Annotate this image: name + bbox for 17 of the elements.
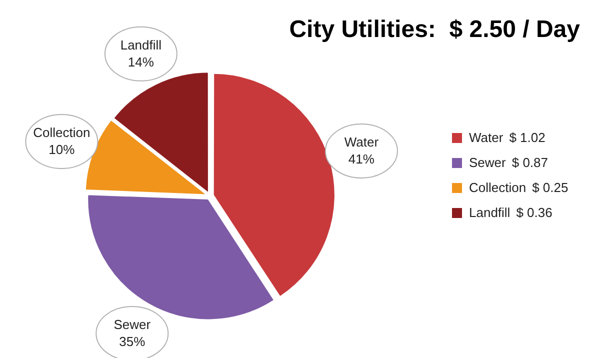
data-label: $ 1.02	[509, 130, 546, 145]
legend-label: Collection	[469, 180, 526, 195]
data-label: $ 0.87	[512, 155, 548, 170]
legend-label: Sewer	[469, 155, 506, 170]
slice-label: Water	[344, 134, 380, 150]
text: 35%	[119, 334, 146, 350]
text: 10%	[48, 142, 76, 158]
text: 41%	[348, 152, 375, 167]
slice-label: Collection	[33, 125, 90, 140]
legend-label: Landfill	[469, 205, 510, 220]
slice-label: Sewer	[114, 317, 152, 332]
text: 14%	[128, 54, 154, 70]
slice-label: Landfill	[120, 37, 162, 52]
chart-title: City Utilities: $ 2.50 / Day	[289, 16, 580, 44]
data-label: $ 0.36	[516, 205, 552, 220]
legend-label: Water	[469, 130, 504, 145]
data-label: $ 0.25	[532, 180, 568, 195]
